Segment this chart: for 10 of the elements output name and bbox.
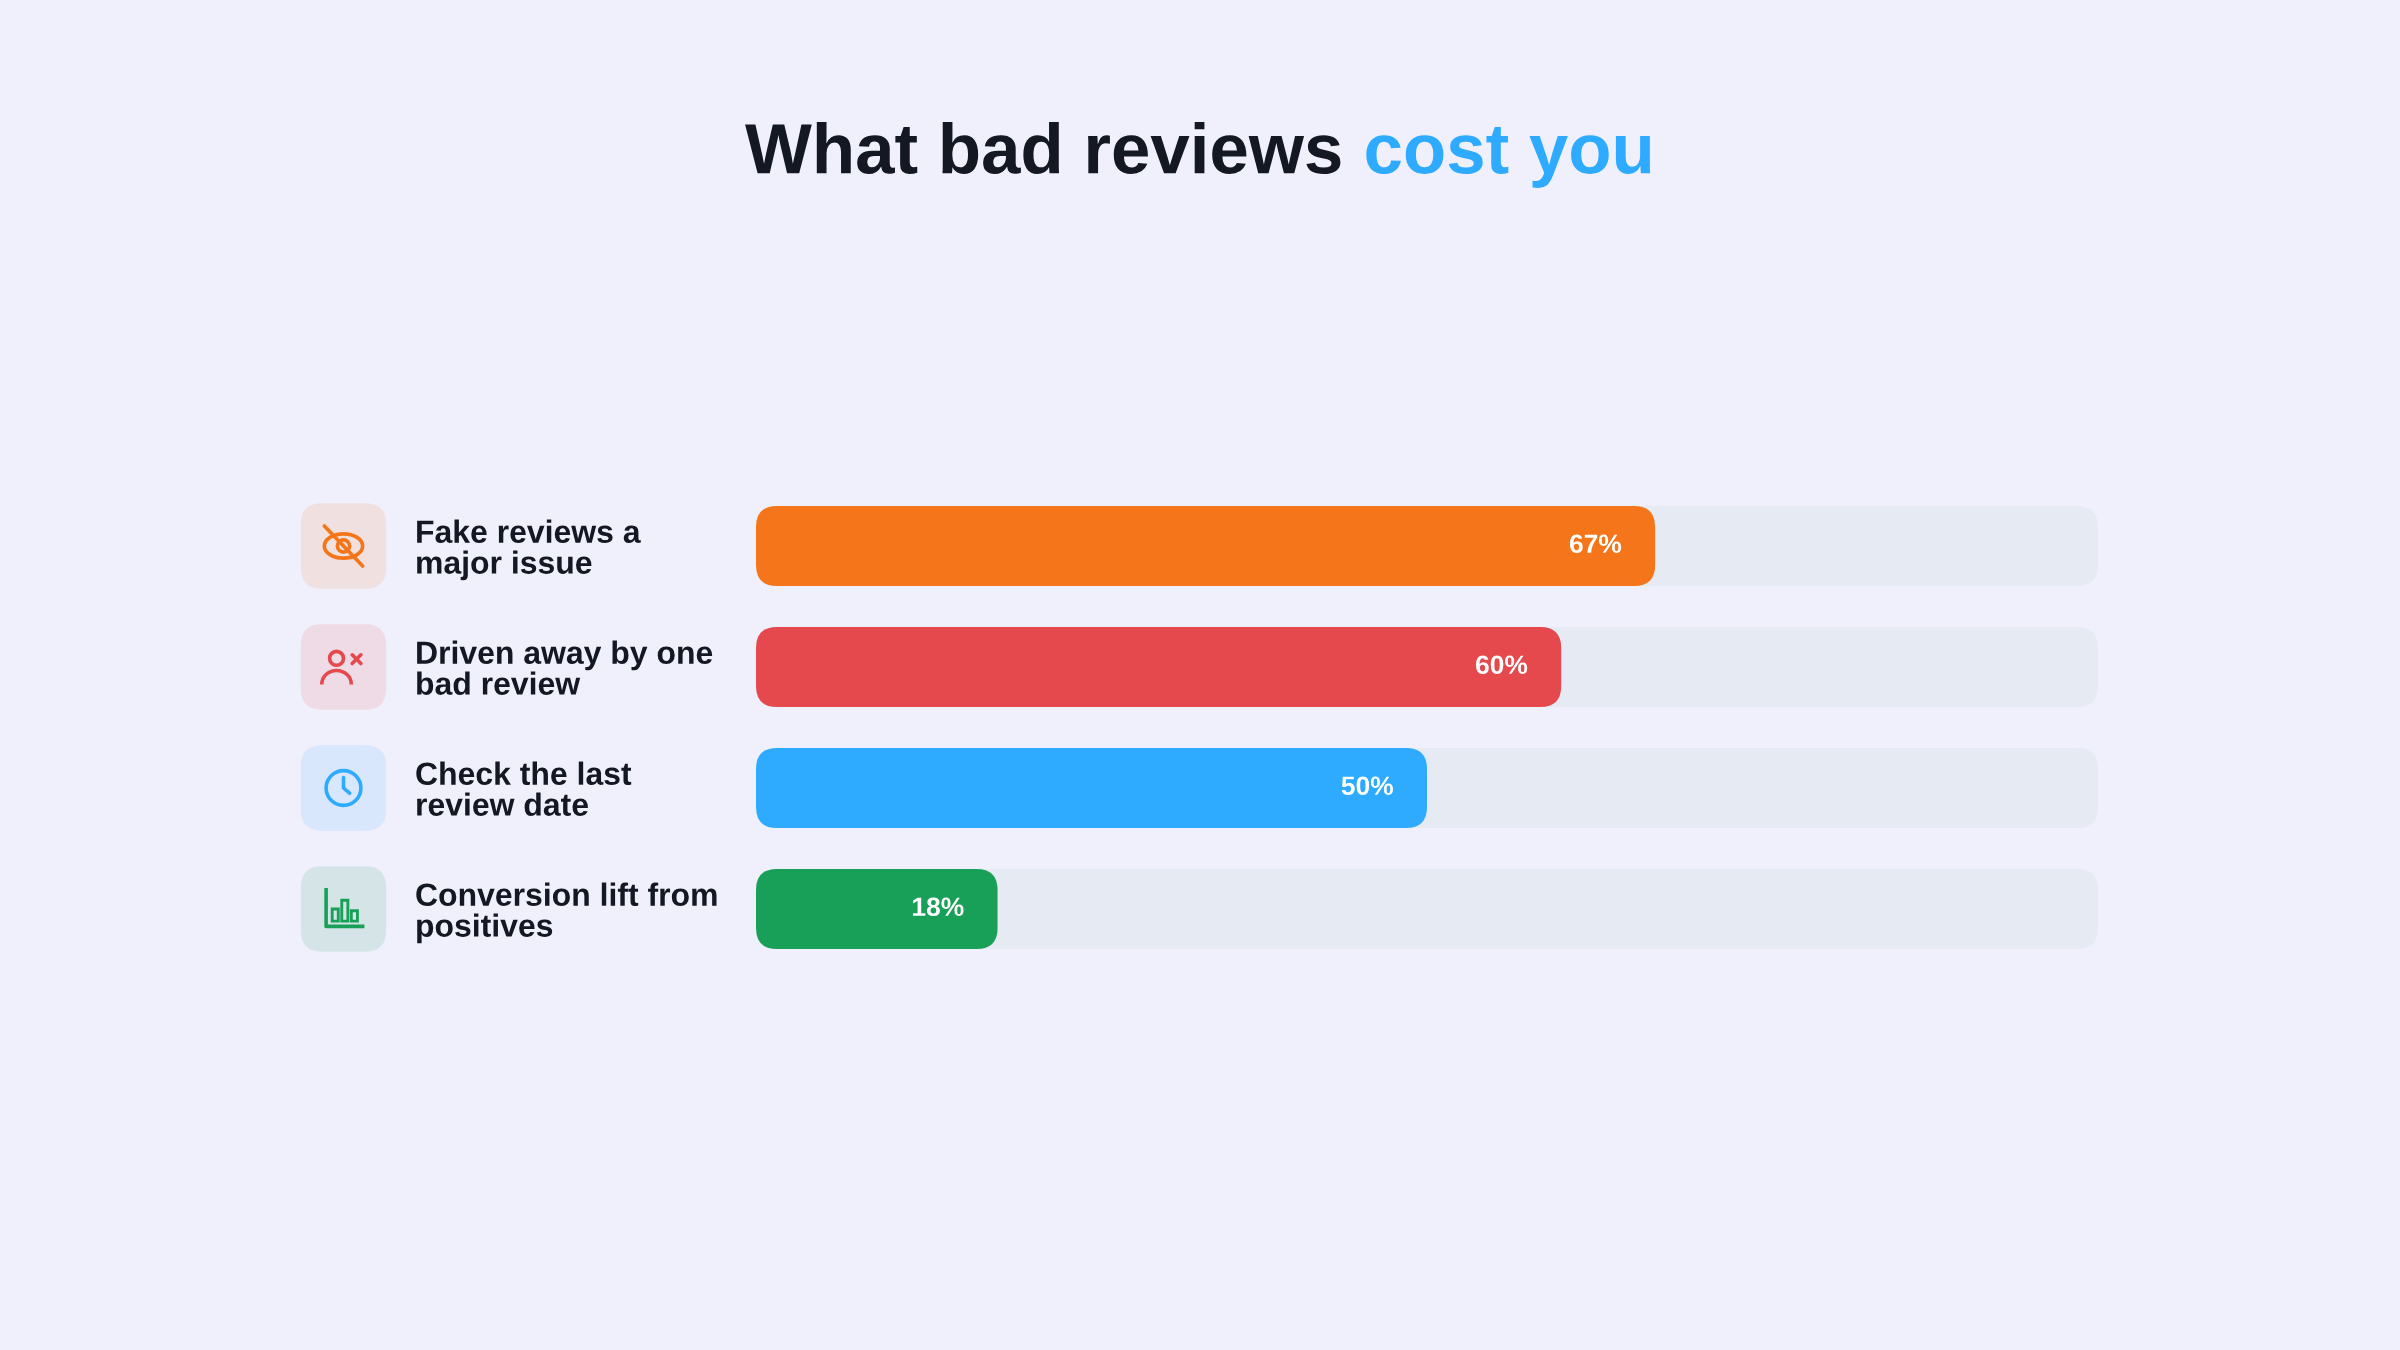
chart-title: What bad reviews cost you [745, 121, 1651, 189]
y-tick-label: Driven away by one bad review [417, 640, 713, 695]
bar [756, 869, 998, 949]
y-tick-label: Fake reviews a major issue [417, 519, 641, 581]
y-tick-label: Check the last review date [416, 761, 632, 816]
data-label: 50% [1341, 776, 1393, 796]
y-tick-label: Conversion lift from positives [416, 882, 717, 944]
data-label: 18% [913, 897, 964, 917]
data-label: 60% [1476, 655, 1528, 675]
data-label: 67% [1569, 534, 1622, 554]
